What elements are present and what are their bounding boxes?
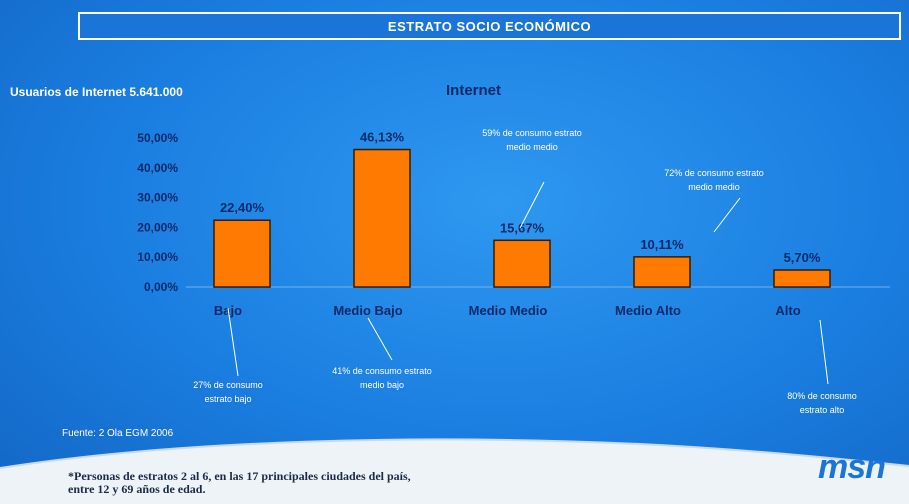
y-tick-label: 40,00% bbox=[137, 161, 178, 175]
annotation-text: 59% de consumo estrato bbox=[482, 128, 582, 138]
bar-medio-medio bbox=[493, 239, 551, 288]
y-tick-label: 50,00% bbox=[137, 131, 178, 145]
footnote: *Personas de estratos 2 al 6, en las 17 … bbox=[68, 470, 828, 496]
bar-medio-alto bbox=[633, 256, 691, 288]
footnote-line-1: *Personas de estratos 2 al 6, en las 17 … bbox=[68, 469, 411, 483]
source-note: Fuente: 2 Ola EGM 2006 bbox=[62, 428, 174, 439]
title-bar: ESTRATO SOCIO ECONÓMICO bbox=[78, 12, 901, 40]
msn-logo: msn bbox=[818, 448, 886, 486]
annotation-leader bbox=[519, 181, 545, 229]
annotation-text: estrato bajo bbox=[204, 394, 251, 404]
annotation-leader bbox=[819, 319, 829, 385]
footer-wave bbox=[0, 438, 909, 504]
bar-chart: 0,00% 10,00% 20,00% 30,00% 40,00% 50,00% 22,4… bbox=[137, 128, 890, 415]
footnote-line-2: entre 12 y 69 años de edad. bbox=[68, 482, 206, 496]
annotation-text: 27% de consumo bbox=[193, 380, 263, 390]
x-tick-label: Medio Medio bbox=[469, 303, 548, 318]
internet-users-label: Usuarios de Internet 5.641.000 bbox=[10, 85, 183, 99]
bar-medio-bajo bbox=[353, 148, 411, 288]
y-tick-label: 20,00% bbox=[137, 220, 178, 234]
y-tick-label: 10,00% bbox=[137, 250, 178, 264]
annotation-text: 41% de consumo estrato bbox=[332, 366, 432, 376]
bar-alto bbox=[773, 269, 831, 288]
annotation-text: medio medio bbox=[688, 182, 740, 192]
annotation-text: medio bajo bbox=[360, 380, 404, 390]
y-tick-label: 30,00% bbox=[137, 191, 178, 205]
annotation-text: medio medio bbox=[506, 142, 558, 152]
x-tick-label: Alto bbox=[775, 303, 800, 318]
chart-title: Internet bbox=[446, 82, 502, 99]
annotation-leader bbox=[227, 307, 239, 377]
data-label: 46,13% bbox=[360, 130, 405, 145]
annotation-text: 72% de consumo estrato bbox=[664, 168, 764, 178]
data-label: 5,70% bbox=[784, 250, 821, 265]
x-tick-label: Medio Bajo bbox=[333, 303, 402, 318]
page-title: ESTRATO SOCIO ECONÓMICO bbox=[387, 18, 592, 34]
annotation-text: 80% de consumo bbox=[787, 391, 857, 401]
annotation-text: estrato alto bbox=[800, 405, 845, 415]
data-label: 22,40% bbox=[220, 200, 265, 215]
y-tick-label: 0,00% bbox=[144, 280, 178, 294]
data-label: 10,11% bbox=[640, 237, 684, 252]
annotation-leader bbox=[713, 197, 741, 233]
annotation-leader bbox=[367, 317, 393, 361]
x-tick-label: Medio Alto bbox=[615, 303, 681, 318]
bar-bajo bbox=[213, 219, 271, 288]
data-label: 15,67% bbox=[500, 220, 545, 235]
